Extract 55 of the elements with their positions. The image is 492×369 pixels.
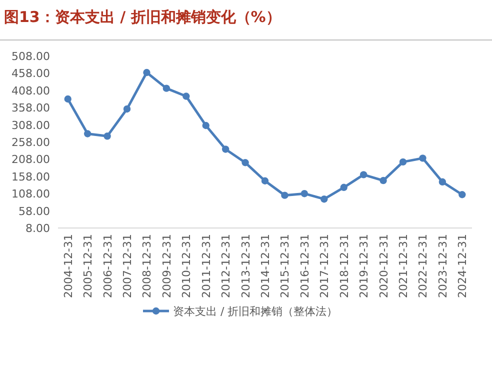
point (84, 130, 92, 138)
point (399, 158, 407, 166)
point (162, 84, 170, 92)
x-tick-label: 2017-12-31 (318, 234, 332, 298)
y-tick-label: 358.00 (12, 102, 50, 115)
point (242, 159, 249, 166)
x-tick-label: 2023-12-31 (436, 234, 450, 298)
x-tick-label: 2022-12-31 (416, 234, 430, 298)
y-tick-label: 308.00 (12, 118, 50, 132)
point (222, 146, 230, 153)
point (419, 154, 426, 162)
point (261, 177, 269, 184)
point (340, 184, 348, 192)
point (104, 132, 111, 140)
point (123, 105, 131, 113)
point (281, 192, 288, 199)
x-tick-label: 2013-12-31 (239, 234, 252, 298)
x-tick-label: 2005-12-31 (82, 234, 95, 298)
point (300, 190, 308, 198)
point (320, 196, 328, 203)
y-tick-label: 208.00 (12, 153, 50, 166)
y-tick-label: 408.00 (12, 84, 50, 98)
chart-title: 图13：资本支出 / 折旧和摊销变化（%） (4, 8, 281, 26)
y-tick-label: 458.00 (12, 67, 50, 80)
y-tick-label: 158.00 (12, 170, 50, 184)
legend-label: 资本支出 / 折旧和摊销（整体法） (173, 305, 338, 318)
x-tick-label: 2007-12-31 (121, 234, 134, 298)
point (202, 122, 210, 130)
x-tick-label: 2016-12-31 (298, 234, 312, 298)
y-tick-label: 8.00 (26, 222, 50, 235)
y-tick-label: 258.00 (12, 136, 50, 149)
point (438, 178, 446, 186)
x-tick-label: 2019-12-31 (358, 234, 371, 298)
x-tick-label: 2021-12-31 (397, 234, 410, 298)
point (380, 176, 387, 184)
x-tick-label: 2011-12-31 (200, 234, 213, 298)
x-tick-label: 2009-12-31 (160, 234, 174, 298)
point (143, 68, 150, 76)
x-tick-label: 2024-12-31 (456, 234, 470, 298)
x-tick-label: 2020-12-31 (377, 234, 390, 298)
x-tick-label: 2015-12-31 (278, 234, 292, 298)
x-tick-label: 2006-12-31 (101, 234, 114, 298)
point (182, 92, 190, 100)
x-tick-label: 2008-12-31 (140, 234, 154, 298)
x-tick-label: 2018-12-31 (338, 234, 351, 298)
point (360, 171, 368, 178)
x-tick-label: 2004-12-31 (62, 234, 75, 298)
x-tick-label: 2014-12-31 (259, 234, 272, 298)
point (458, 191, 466, 198)
y-tick-label: 58.00 (18, 204, 50, 218)
point (64, 95, 72, 103)
y-tick-label: 508.00 (12, 50, 50, 63)
x-tick-label: 2012-12-31 (220, 234, 233, 298)
x-tick-label: 2010-12-31 (180, 234, 194, 298)
y-tick-label: 108.00 (12, 188, 50, 201)
